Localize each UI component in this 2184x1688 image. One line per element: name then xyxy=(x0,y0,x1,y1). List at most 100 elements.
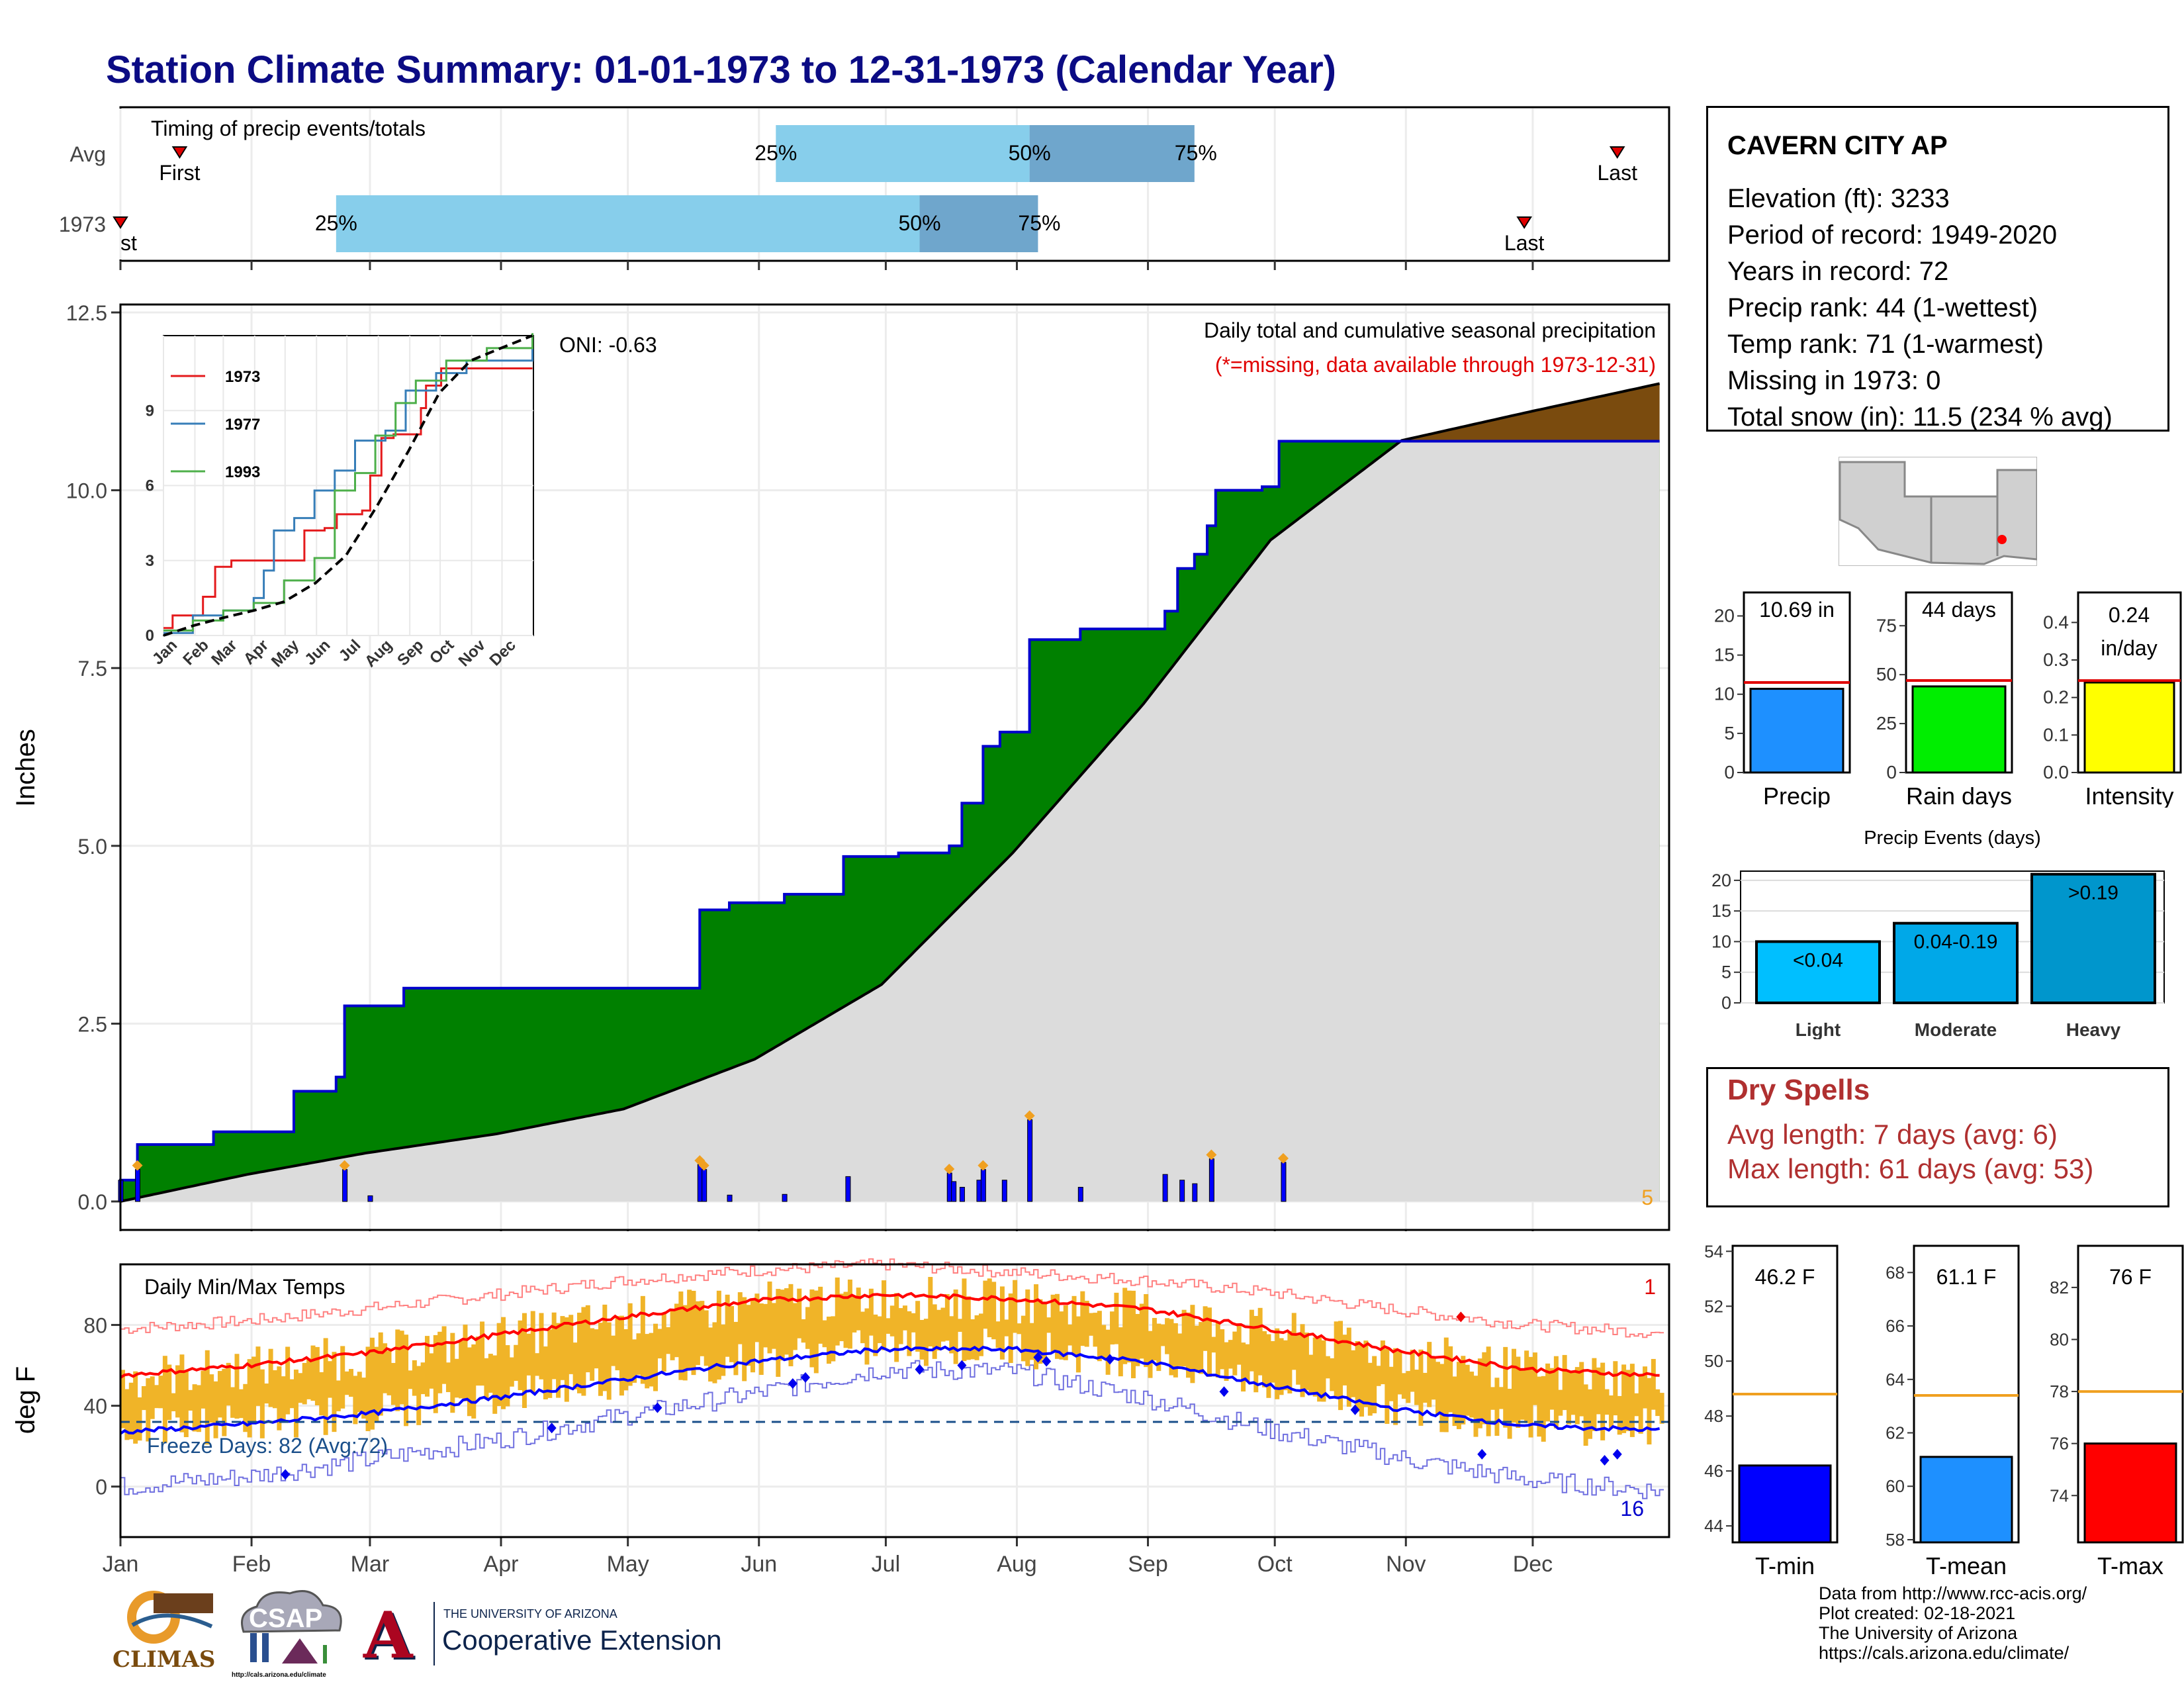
temp-daily-range-bar xyxy=(336,1380,341,1411)
temp-daily-range-bar xyxy=(1156,1323,1161,1372)
temp-daily-range-bar xyxy=(1511,1348,1516,1423)
timing-bar-25-50 xyxy=(336,195,920,252)
precip-observed-line xyxy=(119,440,1660,1201)
temp-daily-range-bar xyxy=(1228,1340,1233,1369)
temp-daily-range-bar xyxy=(1126,1290,1132,1363)
temp-daily-range-bar xyxy=(949,1316,954,1354)
temp-daily-range-bar xyxy=(970,1319,976,1360)
station-snow: Total snow (in): 11.5 (234 % avg) xyxy=(1727,402,2113,432)
timing-q50-label: 50% xyxy=(1009,141,1051,165)
temp-summary-t-max: 74 76 78 80 82 T-max 76 F xyxy=(2050,1244,2184,1579)
month-label: Nov xyxy=(1386,1552,1426,1577)
temp-daily-range-bar xyxy=(797,1288,802,1338)
dry-spells-avg: Avg length: 7 days (avg: 6) xyxy=(1727,1119,2058,1150)
temp-daily-range-bar xyxy=(678,1291,684,1380)
temp-daily-range-bar xyxy=(556,1323,561,1398)
timing-last-label: Last xyxy=(1504,231,1545,255)
temp-daily-range-bar xyxy=(1498,1387,1504,1409)
temp-summary-t-mean-ytick-label: 58 xyxy=(1886,1530,1905,1550)
temp-daily-range-bar xyxy=(1562,1354,1567,1411)
temp-daily-range-bar xyxy=(1279,1338,1284,1395)
temp-daily-range-bar xyxy=(1418,1349,1424,1426)
temp-daily-range-bar xyxy=(615,1316,620,1371)
temp-daily-range-bar xyxy=(1439,1364,1445,1432)
temp-daily-range-bar xyxy=(636,1333,641,1375)
precip-daily-bar xyxy=(1162,1174,1168,1202)
temp-daily-range-bar xyxy=(1477,1358,1482,1429)
precip-daily-marker xyxy=(1277,1152,1289,1164)
temp-daily-range-bar xyxy=(649,1333,654,1387)
temp-daily-range-bar xyxy=(606,1322,612,1400)
temp-daily-range-bar xyxy=(192,1384,197,1432)
precip-daily-marker xyxy=(698,1160,709,1171)
temp-daily-range-bar xyxy=(999,1286,1005,1360)
events-ytick-label: 20 xyxy=(1711,870,1731,890)
temp-daily-range-bar xyxy=(577,1313,582,1393)
temp-daily-range-bar xyxy=(1473,1376,1479,1437)
temp-daily-range-bar xyxy=(737,1292,743,1344)
temp-daily-range-bar xyxy=(1516,1356,1521,1429)
temp-daily-range-bar xyxy=(420,1362,426,1395)
temp-daily-range-bar xyxy=(1587,1389,1592,1439)
temp-corner-bottom: 16 xyxy=(1620,1497,1644,1521)
temp-daily-range-bar xyxy=(1443,1337,1449,1432)
temp-daily-range-bar xyxy=(365,1346,371,1431)
footer-university: The University of Arizona xyxy=(1819,1623,2018,1643)
temp-daily-range-bar xyxy=(1270,1340,1275,1383)
precip-ytick-label: 10.0 xyxy=(66,479,107,503)
temp-daily-range-bar xyxy=(953,1289,958,1364)
temp-record-low-marker xyxy=(801,1372,811,1383)
temp-daily-range-bar xyxy=(1401,1373,1406,1399)
temp-daily-range-bar xyxy=(1253,1315,1259,1393)
precip-daily-bar xyxy=(980,1169,986,1202)
temp-daily-range-bar xyxy=(1388,1366,1394,1401)
temp-daily-range-bar xyxy=(1651,1358,1656,1410)
precip-daily-bar xyxy=(1208,1158,1214,1202)
temp-daily-range-bar xyxy=(1659,1393,1664,1424)
temp-daily-range-bar xyxy=(429,1353,434,1389)
temp-daily-range-bar xyxy=(911,1313,916,1333)
temp-record-min-line xyxy=(120,1360,1664,1499)
station-years: Years in record: 72 xyxy=(1727,257,1949,286)
rain-days-chart-ytick-label: 75 xyxy=(1876,615,1897,635)
temp-daily-range-bar xyxy=(1507,1388,1512,1439)
temp-daily-range-bar xyxy=(1206,1307,1212,1378)
temp-daily-range-bar xyxy=(962,1278,967,1362)
temp-daily-range-bar xyxy=(496,1323,502,1407)
temp-daily-range-bar xyxy=(522,1313,527,1408)
temp-summary-t-min-ytick-label: 50 xyxy=(1704,1351,1723,1371)
temp-daily-range-bar xyxy=(1266,1334,1271,1398)
temp-summary-value: 76 F xyxy=(2109,1265,2152,1289)
temp-daily-range-bar xyxy=(691,1290,696,1376)
temp-daily-range-bar xyxy=(978,1313,983,1356)
temp-daily-range-bar xyxy=(146,1378,151,1442)
temp-daily-range-bar xyxy=(809,1289,815,1368)
precip-daily-marker xyxy=(944,1164,955,1175)
temp-daily-range-bar xyxy=(1321,1340,1326,1402)
temp-daily-range-bar xyxy=(179,1354,185,1432)
temp-daily-range-bar xyxy=(864,1308,870,1365)
temp-daily-range-bar xyxy=(1490,1387,1496,1410)
temp-daily-range-bar xyxy=(404,1335,409,1427)
timing-label: Timing of precip events/totals xyxy=(151,117,426,140)
inset-series-line xyxy=(163,333,533,632)
temp-daily-range-bar xyxy=(746,1305,751,1366)
temp-daily-range-bar xyxy=(1101,1325,1107,1358)
temp-daily-range-bar xyxy=(983,1280,988,1329)
events-bar-label: >0.19 xyxy=(2068,882,2118,904)
temp-daily-range-bar xyxy=(898,1308,903,1344)
temp-daily-range-bar xyxy=(632,1339,637,1383)
temp-daily-range-bar xyxy=(1165,1318,1170,1354)
temp-summary-t-max-ytick-label: 78 xyxy=(2050,1382,2069,1401)
inset-average-line xyxy=(163,334,533,637)
temp-summary-t-min-ytick-label: 46 xyxy=(1704,1461,1723,1481)
temp-daily-range-bar xyxy=(657,1329,662,1359)
temp-daily-range-bar xyxy=(1541,1376,1546,1442)
inset-series-line xyxy=(163,367,533,630)
temp-daily-range-bar xyxy=(349,1369,353,1397)
temp-daily-range-bar xyxy=(889,1305,895,1336)
temp-daily-range-bar xyxy=(1291,1313,1297,1370)
temp-daily-range-bar xyxy=(594,1329,599,1369)
temp-daily-range-bar xyxy=(868,1288,874,1336)
temp-daily-range-bar xyxy=(1461,1356,1466,1425)
